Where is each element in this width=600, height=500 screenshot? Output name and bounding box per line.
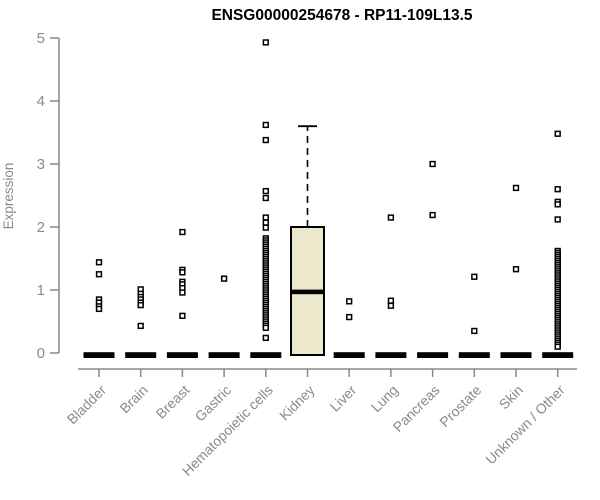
outlier-point [554, 201, 561, 208]
outlier-point [137, 322, 144, 330]
collapsed-box [83, 352, 115, 358]
outlier-point [179, 312, 186, 319]
outlier-point [262, 224, 269, 231]
outlier-point [387, 302, 395, 309]
x-category-label: Unknown / Other [482, 382, 568, 468]
x-category-label: Prostate [436, 382, 484, 430]
median-line [291, 289, 324, 295]
outlier-point [262, 39, 269, 46]
outlier-point [554, 343, 561, 350]
outlier-point [554, 130, 561, 137]
outlier-point [179, 228, 186, 236]
x-category-label: Kidney [276, 382, 318, 424]
outlier-point [262, 187, 269, 195]
outlier-point [262, 219, 269, 226]
collapsed-box [500, 352, 532, 358]
outlier-point [346, 313, 353, 321]
outlier-point [554, 216, 561, 223]
y-tick-label: 4 [37, 93, 45, 110]
outlier-point [220, 275, 228, 282]
outlier-point [512, 266, 520, 273]
outlier-point [262, 214, 269, 221]
outlier-point [179, 269, 186, 276]
collapsed-box [417, 352, 449, 358]
outlier-point [137, 301, 144, 309]
outlier-point [554, 186, 561, 193]
collapsed-box [375, 352, 407, 358]
y-tick-label: 2 [37, 219, 45, 236]
outlier-point [95, 271, 103, 278]
chart-title: ENSG00000254678 - RP11-109L13.5 [211, 7, 472, 24]
outlier-point [429, 211, 436, 219]
outlier-point [346, 298, 353, 305]
x-category-label: Liver [327, 382, 360, 415]
x-category-label: Brain [116, 382, 150, 416]
outlier-point [262, 324, 269, 331]
outlier-point [262, 194, 269, 202]
outlier-point [512, 184, 520, 192]
collapsed-box [542, 352, 574, 358]
collapsed-box [125, 352, 157, 358]
outlier-point [387, 297, 395, 304]
y-tick-label: 0 [37, 345, 45, 362]
x-category-label: Skin [496, 382, 527, 413]
outlier-point [262, 136, 269, 144]
y-axis-label: Expression [1, 163, 16, 230]
outlier-point [387, 214, 395, 221]
collapsed-box [458, 352, 490, 358]
y-tick-label: 1 [37, 282, 45, 299]
x-category-label: Breast [153, 382, 193, 422]
collapsed-box [250, 352, 282, 358]
outlier-point [429, 160, 436, 168]
outlier-point [262, 334, 269, 342]
collapsed-box [166, 352, 198, 358]
outlier-point [471, 327, 478, 335]
outlier-point [95, 305, 103, 313]
outlier-point [95, 259, 103, 266]
y-tick-label: 3 [37, 156, 45, 173]
x-category-label: Lung [368, 382, 401, 415]
x-category-label: Bladder [64, 382, 110, 428]
y-tick-label: 5 [37, 30, 45, 47]
collapsed-box [333, 352, 365, 358]
outlier-point [471, 273, 478, 280]
collapsed-box [208, 352, 240, 358]
outlier-point [262, 121, 269, 129]
outlier-point [179, 289, 186, 296]
